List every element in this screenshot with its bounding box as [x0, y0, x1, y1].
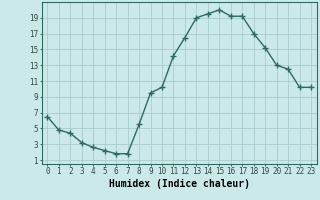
X-axis label: Humidex (Indice chaleur): Humidex (Indice chaleur) — [109, 179, 250, 189]
